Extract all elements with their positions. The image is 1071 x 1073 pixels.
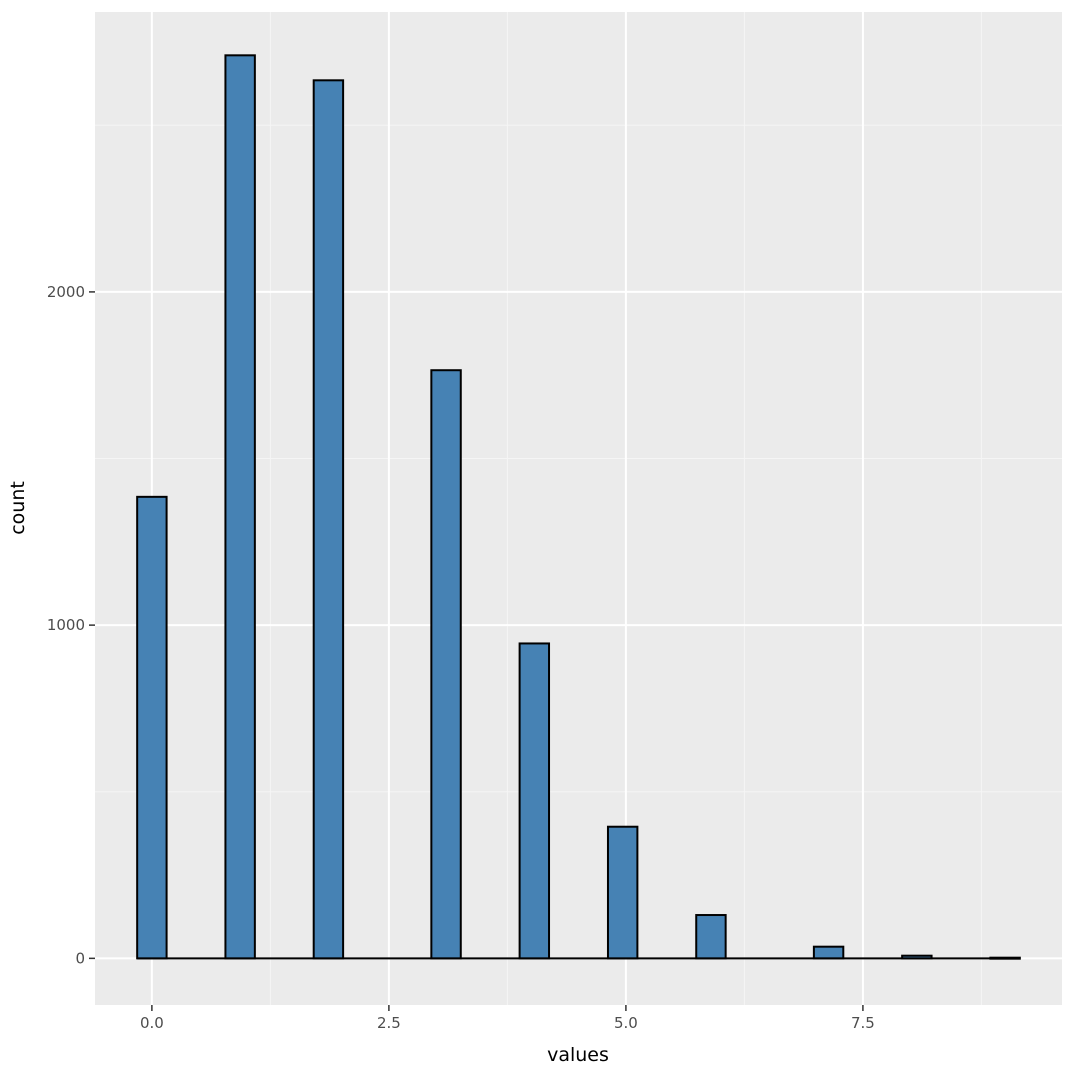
x-tick-label: 0.0 — [140, 1014, 164, 1032]
x-axis-title: values — [547, 1044, 609, 1066]
y-tick-label: 1000 — [47, 616, 85, 634]
x-tick-label: 2.5 — [377, 1014, 401, 1032]
x-axis: 0.0 2.5 5.0 7.5 — [140, 1005, 875, 1032]
histogram-bar — [695, 914, 727, 960]
y-tick-label: 2000 — [47, 283, 85, 301]
histogram-bars — [136, 54, 1021, 960]
histogram-bar — [812, 945, 845, 960]
y-axis-title: count — [7, 481, 29, 535]
x-tick-label: 7.5 — [851, 1014, 875, 1032]
histogram-bar — [224, 54, 256, 960]
plot-panel — [95, 12, 1062, 1005]
y-axis: 0 1000 2000 — [47, 283, 95, 967]
histogram-bar — [430, 369, 462, 960]
histogram-bar — [989, 956, 1021, 960]
x-tick-label: 5.0 — [614, 1014, 638, 1032]
histogram-bar — [901, 954, 933, 960]
histogram-bar — [518, 642, 551, 960]
histogram-bar — [606, 825, 639, 960]
minor-gridlines — [95, 12, 1062, 1005]
histogram-bar — [312, 79, 345, 960]
histogram-bar — [136, 495, 168, 960]
y-tick-label: 0 — [75, 949, 85, 967]
